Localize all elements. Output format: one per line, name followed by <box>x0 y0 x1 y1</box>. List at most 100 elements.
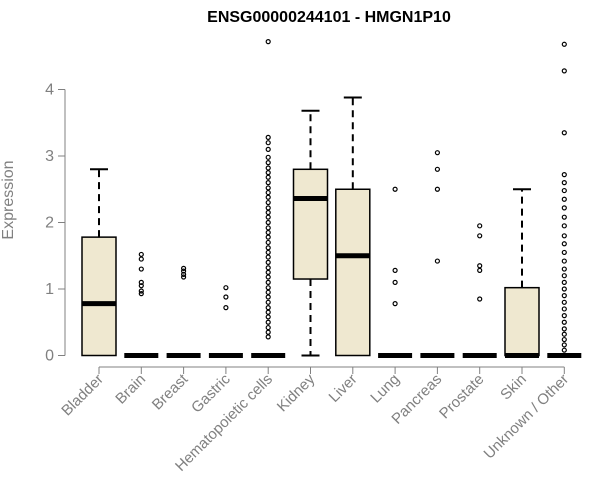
outlier-point <box>265 180 271 186</box>
outlier-point <box>265 165 271 171</box>
outlier-point <box>561 205 567 211</box>
outlier-point <box>265 305 271 311</box>
outlier-point <box>223 285 229 291</box>
box-pancreas <box>420 150 455 358</box>
outlier-point <box>477 263 483 269</box>
outlier-point <box>265 205 271 211</box>
box-liver <box>335 96 371 357</box>
outlier-point <box>477 223 483 229</box>
outlier-point <box>223 294 229 300</box>
outlier-point <box>434 166 440 172</box>
outlier-point <box>265 214 271 220</box>
box-body <box>81 236 117 357</box>
outlier-point <box>392 186 398 192</box>
outlier-point <box>265 285 271 291</box>
outlier-point <box>434 150 440 156</box>
outlier-point <box>265 239 271 246</box>
outlier-point <box>265 254 271 260</box>
outlier-point <box>561 306 567 312</box>
y-tick-label: 2 <box>45 215 54 232</box>
outlier-point <box>265 185 271 191</box>
outlier-point <box>265 134 271 140</box>
box-bladder <box>81 168 117 357</box>
outlier-point <box>181 268 187 274</box>
outlier-point <box>265 269 271 275</box>
y-axis-label: Expression <box>0 160 17 239</box>
outlier-point <box>265 259 271 265</box>
outlier-point <box>265 199 271 206</box>
outlier-point <box>561 319 567 325</box>
outlier-point <box>265 299 271 305</box>
outlier-point <box>561 273 567 279</box>
outlier-point <box>265 160 271 166</box>
y-tick-label: 1 <box>45 281 54 298</box>
outlier-point <box>265 39 271 45</box>
box-kidney <box>292 109 329 357</box>
chart-title: ENSG00000244101 - HMGN1P10 <box>207 9 451 26</box>
outlier-point <box>265 225 271 231</box>
outlier-point <box>392 279 398 285</box>
y-tick-label: 0 <box>45 348 54 365</box>
outlier-point <box>434 258 440 264</box>
outlier-point <box>265 265 271 271</box>
outlier-point <box>265 294 271 300</box>
outlier-point <box>561 279 567 285</box>
outlier-point <box>138 266 144 272</box>
outlier-point <box>561 249 567 256</box>
outlier-point <box>477 267 483 273</box>
outlier-point <box>561 293 567 299</box>
outlier-point <box>265 189 271 196</box>
outlier-point <box>477 296 483 302</box>
x-tick-label: Lung <box>367 371 403 407</box>
outlier-point <box>561 266 567 272</box>
box-body <box>335 188 371 357</box>
outlier-point <box>265 229 271 236</box>
outlier-point <box>434 186 440 192</box>
outlier-point <box>138 283 144 289</box>
x-tick-label: Skin <box>497 371 530 404</box>
outlier-point <box>561 187 567 194</box>
x-tick-label: Kidney <box>274 370 319 415</box>
outlier-point <box>561 233 567 239</box>
outlier-point <box>561 286 567 292</box>
outlier-point <box>265 289 271 295</box>
outlier-point <box>138 256 144 262</box>
outlier-point <box>265 249 271 256</box>
outlier-point <box>477 233 483 239</box>
box-gastric <box>208 285 243 358</box>
outlier-point <box>265 334 271 340</box>
x-tick-label: Liver <box>326 371 361 406</box>
outlier-point <box>561 223 567 229</box>
outlier-point <box>561 196 567 202</box>
outlier-point <box>223 305 229 311</box>
box-lung <box>378 186 413 358</box>
outlier-point <box>265 174 271 180</box>
y-tick-label: 3 <box>45 148 54 165</box>
outlier-point <box>392 267 398 273</box>
box-brain <box>124 251 159 358</box>
box-unknown-other <box>547 41 582 358</box>
outlier-point <box>181 265 187 271</box>
box-skin <box>504 188 540 358</box>
outlier-point <box>138 291 144 297</box>
box-body <box>292 168 329 280</box>
outlier-point <box>265 170 271 176</box>
x-tick-label: Bladder <box>58 371 107 420</box>
outlier-point <box>138 288 144 294</box>
outlier-point <box>265 279 271 285</box>
outlier-point <box>265 324 271 331</box>
outlier-point <box>561 180 567 186</box>
box-breast <box>166 265 201 358</box>
outlier-point <box>138 251 144 258</box>
outlier-point <box>561 342 567 348</box>
y-axis: 0 1 2 3 4 <box>45 82 66 365</box>
outlier-point <box>265 209 271 216</box>
outlier-point <box>561 172 567 178</box>
outlier-point <box>138 279 144 285</box>
x-tick-label: Breast <box>149 370 192 413</box>
outlier-point <box>265 274 271 280</box>
outlier-point <box>561 313 567 319</box>
x-tick-label: Prostate <box>436 371 488 423</box>
